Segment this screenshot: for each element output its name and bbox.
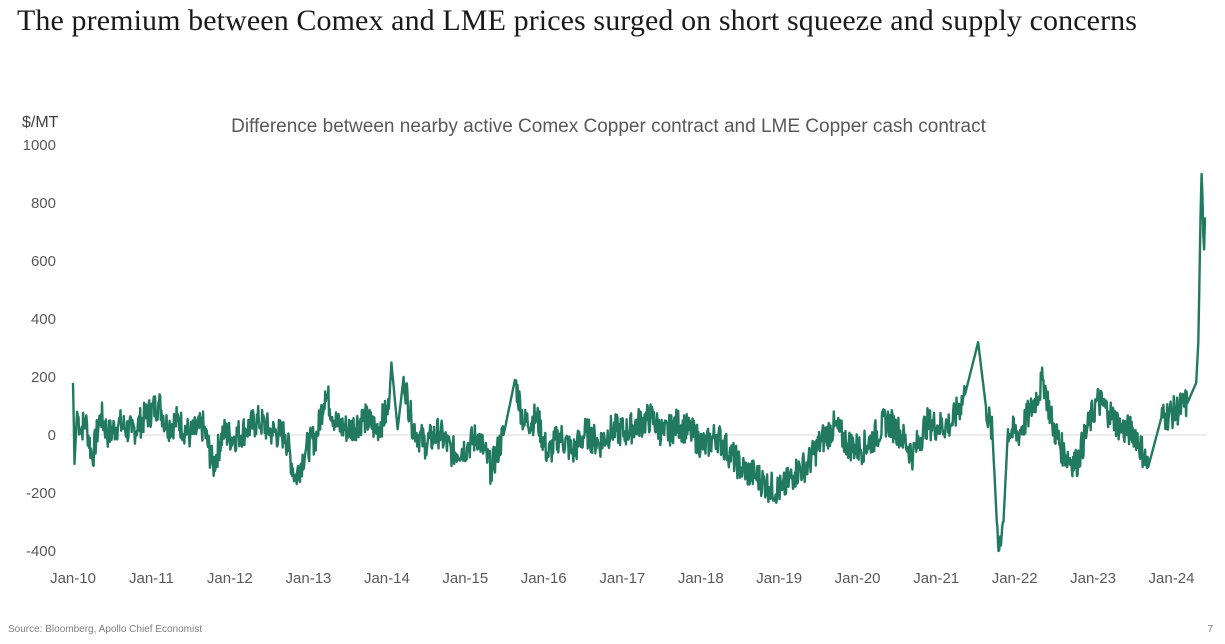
page-number: 7 — [1207, 624, 1213, 635]
x-tick-label: Jan-15 — [442, 570, 488, 587]
x-tick-label: Jan-22 — [992, 570, 1038, 587]
page-headline: The premium between Comex and LME prices… — [17, 4, 1138, 37]
chart-canvas: 1000 800 600 400 200 0 -200 -400 Jan-10 Jan-11 Jan… — [23, 137, 1207, 587]
y-tick-label: 1000 — [23, 137, 56, 154]
y-axis-unit-label: $/MT — [22, 114, 59, 131]
x-tick-label: Jan-19 — [756, 570, 802, 587]
y-tick-label: 600 — [31, 253, 56, 270]
source-note: Source: Bloomberg, Apollo Chief Economis… — [8, 624, 202, 635]
x-tick-label: Jan-17 — [599, 570, 645, 587]
y-tick-label: 200 — [31, 369, 56, 386]
x-tick-label: Jan-13 — [286, 570, 332, 587]
x-tick-label: Jan-21 — [913, 570, 959, 587]
series-line — [71, 172, 1207, 553]
x-tick-label: Jan-11 — [129, 570, 174, 587]
y-tick-label: 400 — [31, 311, 56, 328]
y-tick-label: -400 — [26, 543, 56, 560]
x-tick-label: Jan-10 — [50, 570, 96, 587]
y-tick-label: -200 — [26, 485, 56, 502]
x-tick-label: Jan-14 — [364, 570, 410, 587]
x-tick-label: Jan-12 — [207, 570, 253, 587]
x-tick-label: Jan-24 — [1149, 570, 1195, 587]
x-tick-label: Jan-23 — [1070, 570, 1116, 587]
x-tick-label: Jan-18 — [678, 570, 724, 587]
y-tick-label: 0 — [48, 427, 56, 444]
x-tick-label: Jan-16 — [521, 570, 567, 587]
chart-title: Difference between nearby active Comex C… — [231, 116, 986, 137]
y-tick-label: 800 — [31, 195, 56, 212]
x-tick-label: Jan-20 — [835, 570, 881, 587]
